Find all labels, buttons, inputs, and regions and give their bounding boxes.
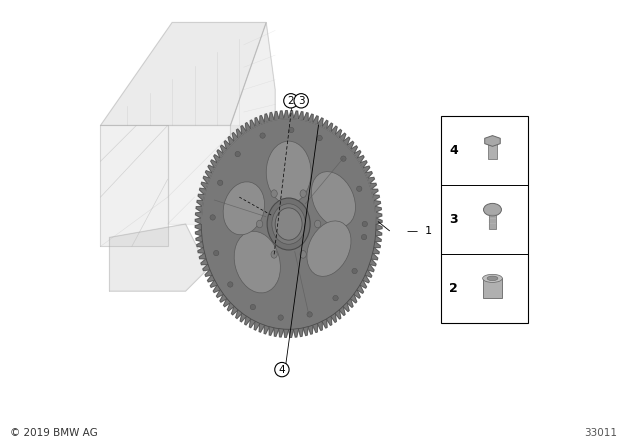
Polygon shape [100, 125, 168, 246]
Text: 4: 4 [449, 144, 458, 157]
Ellipse shape [487, 276, 498, 280]
Circle shape [278, 315, 284, 320]
Text: 2: 2 [287, 96, 294, 106]
Ellipse shape [201, 119, 376, 329]
Text: 2: 2 [449, 282, 458, 295]
Polygon shape [195, 111, 382, 337]
Circle shape [294, 94, 308, 108]
Ellipse shape [300, 250, 307, 258]
Ellipse shape [300, 190, 307, 198]
Circle shape [218, 180, 223, 185]
Ellipse shape [230, 185, 244, 201]
Ellipse shape [227, 180, 248, 206]
Ellipse shape [484, 203, 502, 216]
Ellipse shape [483, 274, 502, 282]
Ellipse shape [275, 208, 302, 240]
Ellipse shape [234, 231, 280, 293]
Circle shape [317, 135, 323, 141]
Ellipse shape [271, 250, 277, 258]
FancyBboxPatch shape [489, 209, 496, 229]
Circle shape [333, 295, 338, 301]
Polygon shape [230, 22, 275, 224]
Polygon shape [168, 125, 244, 224]
Circle shape [235, 151, 241, 157]
FancyBboxPatch shape [483, 278, 502, 298]
Circle shape [284, 94, 298, 108]
Ellipse shape [257, 220, 263, 228]
FancyBboxPatch shape [488, 140, 497, 159]
Circle shape [362, 221, 367, 227]
Ellipse shape [312, 172, 355, 227]
Polygon shape [484, 136, 500, 146]
FancyBboxPatch shape [441, 116, 529, 323]
Text: —  1: — 1 [407, 226, 433, 236]
Text: 33011: 33011 [584, 428, 618, 438]
Circle shape [260, 133, 265, 138]
Circle shape [362, 234, 367, 240]
Text: 4: 4 [278, 365, 285, 375]
Text: © 2019 BMW AG: © 2019 BMW AG [10, 428, 97, 438]
Circle shape [228, 282, 233, 287]
Ellipse shape [307, 221, 351, 276]
Text: 3: 3 [449, 213, 458, 226]
Ellipse shape [314, 220, 321, 228]
Ellipse shape [234, 189, 241, 197]
Circle shape [275, 362, 289, 377]
Circle shape [352, 268, 357, 274]
Circle shape [289, 127, 294, 133]
Circle shape [214, 250, 219, 256]
Polygon shape [100, 22, 266, 125]
Circle shape [250, 304, 255, 310]
Ellipse shape [267, 198, 310, 250]
Circle shape [245, 190, 252, 196]
Circle shape [234, 176, 240, 182]
Circle shape [234, 203, 240, 209]
Ellipse shape [271, 190, 277, 198]
Ellipse shape [266, 141, 311, 204]
Ellipse shape [223, 182, 264, 235]
Text: 3: 3 [298, 96, 305, 106]
Polygon shape [109, 224, 208, 291]
Circle shape [356, 186, 362, 191]
Circle shape [210, 215, 215, 220]
Ellipse shape [272, 204, 305, 244]
Circle shape [223, 190, 229, 196]
Circle shape [340, 156, 346, 161]
Circle shape [307, 312, 312, 317]
